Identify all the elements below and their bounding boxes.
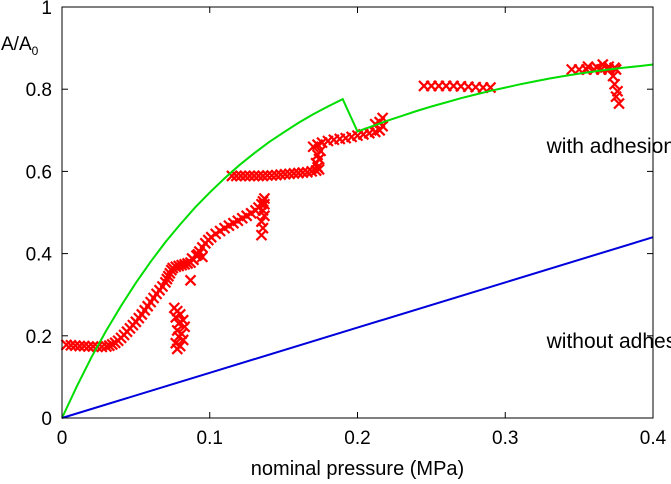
- y-tick-label: 0.8: [26, 80, 52, 101]
- x-axis-label: nominal pressure (MPa): [251, 458, 464, 480]
- data-point-stroke: [234, 170, 247, 182]
- data-point: [226, 170, 238, 182]
- data-point: [196, 251, 209, 263]
- y-axis-label-main: A/A: [1, 34, 32, 55]
- data-point-stroke: [255, 229, 268, 241]
- data-point: [69, 339, 82, 352]
- data-point: [257, 170, 269, 182]
- data-point-stroke: [82, 340, 95, 353]
- annotation-with-adhesion: with adhesion: [546, 135, 671, 158]
- y-tick-label: 0.6: [26, 162, 52, 183]
- data-point: [239, 170, 251, 182]
- data-point-stroke: [178, 320, 191, 333]
- data-point-stroke: [177, 314, 189, 326]
- x-tick-label: 0.2: [344, 428, 370, 449]
- data-point-stroke: [258, 210, 271, 222]
- scatter-series: [60, 58, 625, 355]
- data-point: [613, 97, 625, 110]
- data-point-stroke: [257, 170, 269, 182]
- data-point: [255, 215, 268, 228]
- data-point-stroke: [196, 251, 209, 263]
- data-point-stroke: [243, 170, 256, 182]
- data-point-stroke: [274, 168, 287, 181]
- data-point-stroke: [313, 153, 325, 165]
- data-point-stroke: [78, 340, 90, 352]
- data-point-stroke: [266, 169, 278, 182]
- axes-layer: [61, 6, 654, 419]
- data-point-stroke: [279, 168, 291, 181]
- data-point: [314, 145, 327, 157]
- data-point-stroke: [103, 339, 116, 352]
- y-axis-label-subscript: 0: [32, 44, 39, 58]
- data-point: [230, 170, 243, 182]
- x-tick-label: 0: [57, 428, 68, 449]
- data-point-stroke: [297, 166, 309, 179]
- data-point-stroke: [610, 90, 622, 103]
- data-point: [169, 337, 182, 349]
- series-layer: [60, 58, 654, 419]
- y-tick-label: 0: [41, 409, 52, 430]
- data-point: [177, 314, 189, 326]
- line-without-adhesion: [61, 236, 654, 419]
- fit-curve-with-adhesion: [61, 63, 654, 419]
- data-point-stroke: [596, 58, 609, 71]
- data-point: [159, 276, 172, 289]
- data-point: [78, 340, 90, 352]
- plot-frame: [61, 6, 654, 419]
- data-point: [243, 170, 256, 182]
- data-point-stroke: [252, 170, 265, 182]
- data-point-stroke: [608, 78, 621, 91]
- y-tick-label: 1: [41, 0, 52, 19]
- y-tick-label: 0.4: [26, 245, 53, 266]
- data-point-stroke: [613, 97, 625, 110]
- data-point-stroke: [248, 170, 260, 182]
- annotation-without-adhesion: without adhesion: [546, 330, 671, 353]
- data-point: [184, 274, 197, 287]
- data-point-stroke: [257, 222, 269, 234]
- x-tick-label: 0.1: [197, 428, 223, 449]
- data-point: [258, 198, 271, 211]
- data-point: [608, 78, 621, 91]
- data-point-stroke: [226, 170, 238, 182]
- data-point-stroke: [270, 169, 283, 181]
- data-point: [234, 170, 247, 182]
- data-point-stroke: [255, 215, 268, 228]
- ticks-layer: 0 0.1 0.2 0.3 0.4 0 0.2 0.4 0.6 0.8 1: [26, 0, 667, 449]
- y-tick-label: 0.2: [26, 327, 52, 348]
- data-point: [261, 169, 274, 182]
- data-point: [186, 252, 198, 265]
- data-point-stroke: [96, 341, 108, 353]
- x-tick-label: 0.4: [640, 428, 667, 449]
- data-point-stroke: [239, 170, 251, 182]
- data-point-stroke: [292, 167, 305, 179]
- data-point: [248, 170, 260, 182]
- data-point-stroke: [314, 145, 327, 157]
- data-point-stroke: [258, 198, 271, 211]
- data-point-stroke: [230, 170, 243, 182]
- data-point-stroke: [69, 339, 82, 352]
- data-point-stroke: [168, 302, 181, 314]
- data-point: [168, 302, 181, 314]
- data-point-stroke: [87, 340, 99, 353]
- data-point: [297, 166, 309, 179]
- data-point-stroke: [171, 324, 184, 337]
- data-point: [252, 170, 265, 182]
- data-point-stroke: [159, 276, 172, 289]
- data-point: [73, 340, 86, 352]
- data-point: [82, 340, 95, 353]
- data-point: [103, 339, 116, 352]
- data-point-stroke: [311, 161, 324, 174]
- data-point-stroke: [186, 252, 198, 265]
- data-point-stroke: [261, 169, 274, 182]
- data-point-stroke: [288, 167, 300, 180]
- data-point-stroke: [73, 340, 86, 352]
- x-tick-label: 0.3: [492, 428, 518, 449]
- y-axis-label: A/A0: [1, 34, 39, 58]
- data-point-stroke: [192, 248, 204, 261]
- data-point: [610, 90, 622, 103]
- data-point-stroke: [283, 168, 296, 180]
- data-point-stroke: [169, 337, 182, 349]
- data-point-stroke: [184, 274, 197, 287]
